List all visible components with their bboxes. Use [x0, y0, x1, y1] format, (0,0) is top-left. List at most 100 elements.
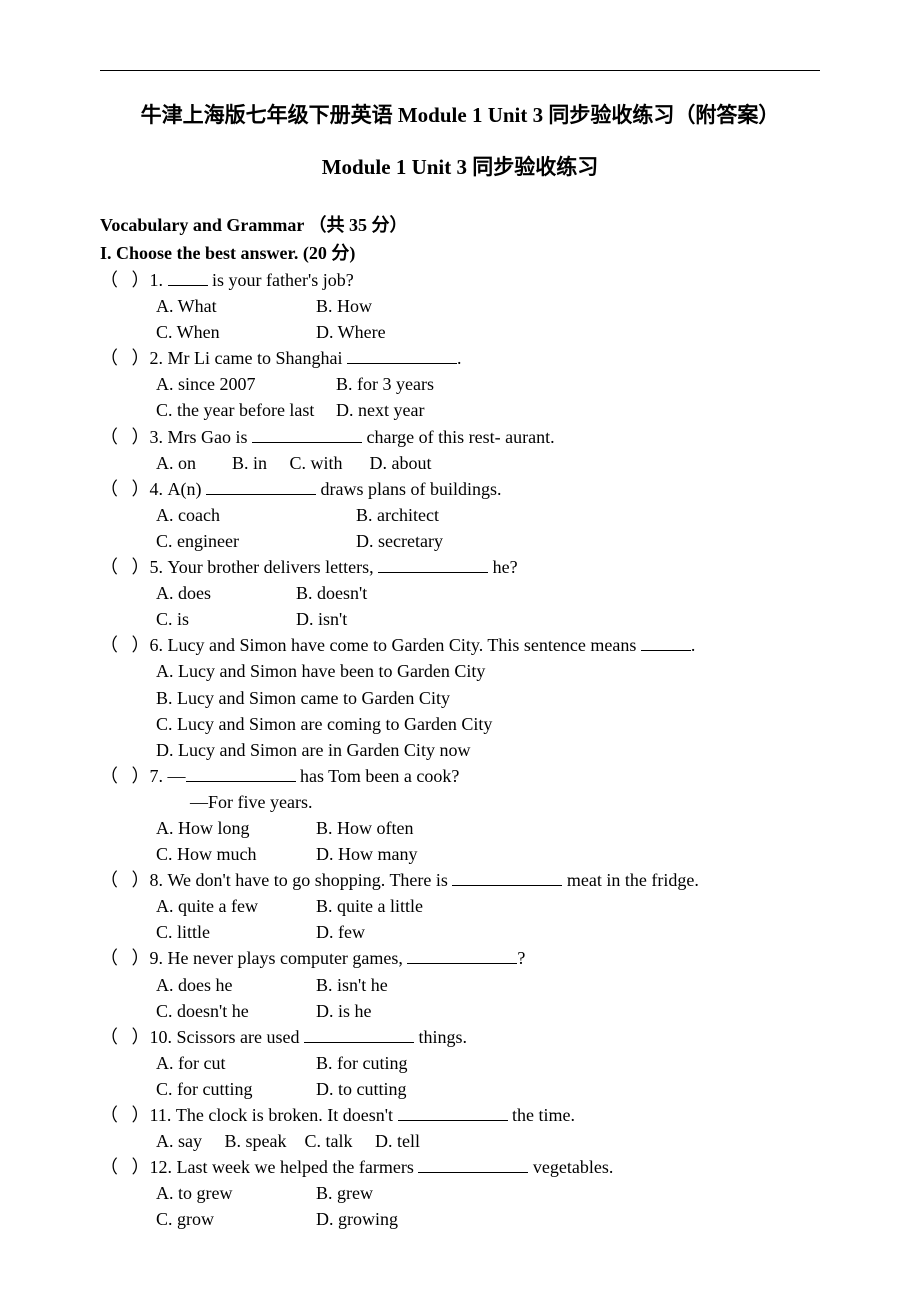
- option-a: A. coach: [156, 502, 356, 528]
- option-row: C. doesn't heD. is he: [100, 998, 820, 1024]
- right-paren: ）: [132, 479, 150, 499]
- answer-slot: [118, 870, 132, 890]
- page-title: 牛津上海版七年级下册英语 Module 1 Unit 3 同步验收练习（附答案）: [100, 99, 820, 129]
- option-a: C. engineer: [156, 528, 356, 554]
- option-row: C. WhenD. Where: [100, 319, 820, 345]
- answer-slot: [118, 479, 132, 499]
- section-heading: Vocabulary and Grammar （共 35 分）: [100, 211, 820, 237]
- stem-pre: Lucy and Simon have come to Garden City.…: [168, 635, 641, 655]
- question-stem: （ ）4. A(n) draws plans of buildings.: [100, 476, 820, 502]
- question-number: 6.: [150, 635, 164, 655]
- top-rule: [100, 70, 820, 71]
- answer-slot: [118, 427, 132, 447]
- question-stem: （ ）6. Lucy and Simon have come to Garden…: [100, 632, 820, 658]
- option-b: D. How many: [316, 841, 516, 867]
- stem-post: the time.: [508, 1105, 575, 1125]
- question-stem: （ ）1. is your father's job?: [100, 267, 820, 293]
- option-a: C. for cutting: [156, 1076, 316, 1102]
- question-stem: （ ）8. We don't have to go shopping. Ther…: [100, 867, 820, 893]
- right-paren: ）: [132, 557, 150, 577]
- option-b: D. few: [316, 919, 516, 945]
- questions-container: （ ）1. is your father's job?A. WhatB. How…: [100, 267, 820, 1232]
- option-a: C. How much: [156, 841, 316, 867]
- question-number: 10.: [150, 1027, 173, 1047]
- blank: [418, 1156, 528, 1173]
- option-row: A. quite a fewB. quite a little: [100, 893, 820, 919]
- option-a: A. does he: [156, 972, 316, 998]
- right-paren: ）: [132, 766, 150, 786]
- right-paren: ）: [132, 270, 150, 290]
- blank: [347, 347, 457, 364]
- left-paren: （: [100, 870, 118, 890]
- option-a: A. since 2007: [156, 371, 336, 397]
- option-row: A. WhatB. How: [100, 293, 820, 319]
- answer-slot: [118, 1027, 132, 1047]
- page-subtitle: Module 1 Unit 3 同步验收练习: [100, 151, 820, 181]
- stem-post: .: [457, 348, 462, 368]
- question-number: 8.: [150, 870, 164, 890]
- answer-slot: [118, 635, 132, 655]
- option-row: C. growD. growing: [100, 1206, 820, 1232]
- left-paren: （: [100, 1105, 118, 1125]
- option-b: D. growing: [316, 1206, 516, 1232]
- stem-pre: Mrs Gao is: [168, 427, 253, 447]
- option-row: A. on B. in C. with D. about: [100, 450, 820, 476]
- stem-post: is your father's job?: [208, 270, 354, 290]
- question-stem: （ ）3. Mrs Gao is charge of this rest- au…: [100, 424, 820, 450]
- answer-slot: [118, 348, 132, 368]
- answer-slot: [118, 270, 132, 290]
- stem-pre: Scissors are used: [177, 1027, 304, 1047]
- option-row: C. engineerD. secretary: [100, 528, 820, 554]
- blank: [641, 634, 691, 651]
- left-paren: （: [100, 479, 118, 499]
- option-b: B. grew: [316, 1180, 516, 1206]
- answer-slot: [118, 1105, 132, 1125]
- blank: [304, 1026, 414, 1043]
- option-b: B. for 3 years: [336, 371, 536, 397]
- option-a: C. little: [156, 919, 316, 945]
- option-b: D. isn't: [296, 606, 496, 632]
- right-paren: ）: [132, 635, 150, 655]
- left-paren: （: [100, 557, 118, 577]
- right-paren: ）: [132, 427, 150, 447]
- blank: [252, 425, 362, 442]
- stem-pre: The clock is broken. It doesn't: [176, 1105, 398, 1125]
- stem-post: meat in the fridge.: [562, 870, 698, 890]
- option-text: C. Lucy and Simon are coming to Garden C…: [156, 714, 492, 734]
- option-row: C. littleD. few: [100, 919, 820, 945]
- option-a: A. How long: [156, 815, 316, 841]
- left-paren: （: [100, 766, 118, 786]
- answer-slot: [118, 766, 132, 786]
- stem-post: has Tom been a cook?: [296, 766, 460, 786]
- question-stem: （ ）11. The clock is broken. It doesn't t…: [100, 1102, 820, 1128]
- option-b: D. Where: [316, 319, 516, 345]
- option-a: C. doesn't he: [156, 998, 316, 1024]
- option-b: D. next year: [336, 397, 536, 423]
- stem-post: draws plans of buildings.: [316, 479, 501, 499]
- answer-slot: [118, 948, 132, 968]
- question-stem: （ ）2. Mr Li came to Shanghai .: [100, 345, 820, 371]
- stem-pre: A(n): [168, 479, 207, 499]
- blank: [407, 947, 517, 964]
- option-row: A. How longB. How often: [100, 815, 820, 841]
- option-a: A. quite a few: [156, 893, 316, 919]
- question-number: 5.: [150, 557, 164, 577]
- stem-pre: He never plays computer games,: [168, 948, 408, 968]
- question-number: 4.: [150, 479, 164, 499]
- stem-extra-line: —For five years.: [100, 789, 820, 815]
- option-b: B. for cuting: [316, 1050, 516, 1076]
- option-row: B. Lucy and Simon came to Garden City: [100, 685, 820, 711]
- option-row: A. to grewB. grew: [100, 1180, 820, 1206]
- answer-slot: [118, 557, 132, 577]
- option-text: A. on B. in C. with D. about: [156, 453, 432, 473]
- stem-pre: Last week we helped the farmers: [177, 1157, 419, 1177]
- blank: [398, 1104, 508, 1121]
- option-row: A. since 2007B. for 3 years: [100, 371, 820, 397]
- stem-post: things.: [414, 1027, 467, 1047]
- question-stem: （ ）7. — has Tom been a cook?: [100, 763, 820, 789]
- right-paren: ）: [132, 1105, 150, 1125]
- question-number: 3.: [150, 427, 164, 447]
- option-text: A. say B. speak C. talk D. tell: [156, 1131, 420, 1151]
- question-stem: （ ）12. Last week we helped the farmers v…: [100, 1154, 820, 1180]
- option-row: A. doesB. doesn't: [100, 580, 820, 606]
